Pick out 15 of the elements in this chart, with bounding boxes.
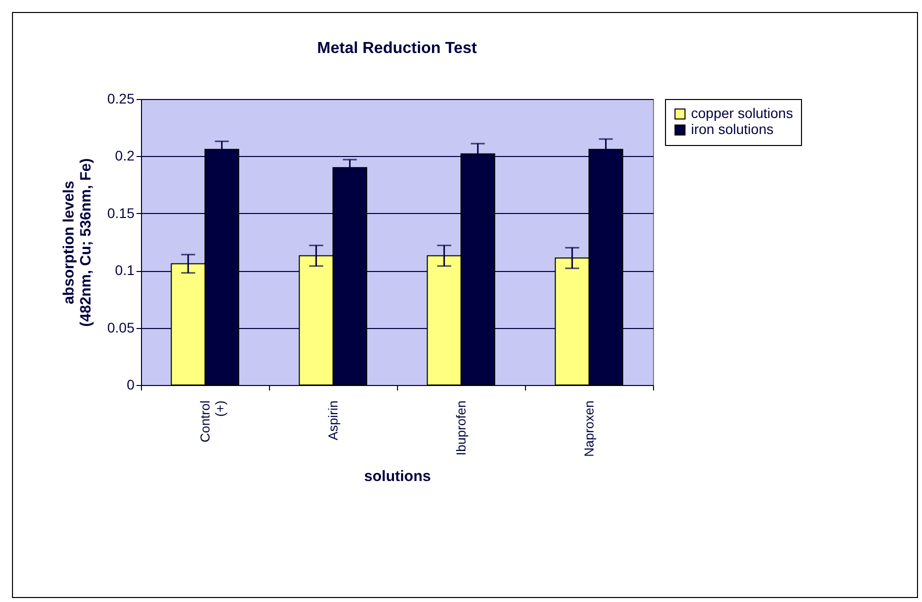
y-tick-label: 0.1 — [115, 262, 135, 278]
x-tick-label: Naproxen — [582, 400, 596, 457]
x-tick-label: Aspirin — [326, 400, 340, 440]
legend-label: copper solutions — [691, 105, 793, 121]
x-tick-label: Ibuprofen — [454, 400, 468, 456]
y-tick-label: 0.15 — [107, 204, 135, 221]
y-tick-label: 0.25 — [107, 90, 135, 106]
y-tick-label: 0.2 — [115, 148, 135, 164]
y-tick-label: 0.05 — [107, 319, 135, 336]
y-axis-title: absorption levels (482nm, Cu; 536nm, Fe) — [60, 158, 94, 327]
legend-label: iron solutions — [691, 121, 774, 137]
chart-title: Metal Reduction Test — [317, 40, 478, 57]
x-tick-label: Control (+) — [198, 400, 228, 442]
x-axis-title: solutions — [364, 468, 431, 485]
y-tick-label: 0 — [126, 376, 135, 392]
